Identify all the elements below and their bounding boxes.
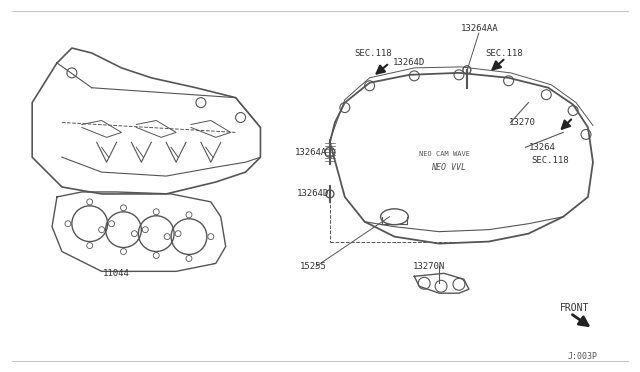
Text: J:003P: J:003P [568,352,598,361]
Text: 13270N: 13270N [413,262,445,271]
Text: 13264: 13264 [529,143,556,152]
Text: NEO VVL: NEO VVL [431,163,467,171]
Text: 13270: 13270 [509,118,536,127]
Text: NEO CAM WAVE: NEO CAM WAVE [419,151,470,157]
Text: SEC.118: SEC.118 [486,48,524,58]
Text: 13264AA: 13264AA [461,24,499,33]
Text: 13264D: 13264D [392,58,425,67]
Text: 11044: 11044 [103,269,130,278]
Text: 13264A: 13264A [295,148,328,157]
Text: FRONT: FRONT [560,303,589,313]
Text: SEC.118: SEC.118 [531,156,569,165]
Text: 15255: 15255 [300,262,327,271]
Text: 13264D: 13264D [297,189,330,198]
Text: SEC.118: SEC.118 [355,48,392,58]
